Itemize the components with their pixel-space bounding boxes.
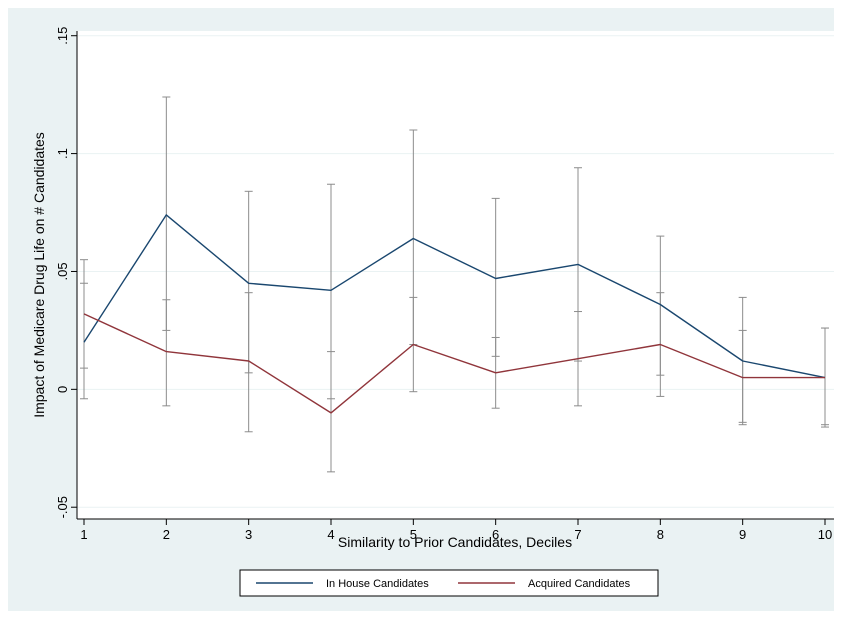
series-line-acquired [83,313,825,414]
x-tick-label: 1 [80,527,87,542]
axes: -.05 0 .05 .1 .15 1 2 3 4 5 6 7 8 9 10 [55,27,834,542]
y-tick-label: 0 [55,386,70,393]
legend-label-in-house: In House Candidates [326,578,429,590]
plot-area [77,31,834,519]
y-axis-title: Impact of Medicare Drug Life on # Candid… [31,132,47,418]
x-tick-label: 6 [492,527,499,542]
x-axis-title: Similarity to Prior Candidates, Deciles [338,534,572,550]
series-line-in-house [83,214,826,379]
x-tick-label: 7 [574,527,581,542]
x-tick-label: 5 [410,527,417,542]
series-lines [83,214,826,414]
x-tick-label: 2 [163,527,170,542]
y-tick-label: -.05 [55,496,70,518]
y-tick-label: .1 [55,148,70,159]
y-tick-label: .15 [55,27,70,45]
y-tick-label: .05 [55,262,70,280]
x-tick-label: 10 [818,527,832,542]
x-tick-label: 4 [327,527,334,542]
gridlines [77,35,834,508]
x-tick-label: 3 [245,527,252,542]
x-tick-label: 8 [657,527,664,542]
x-tick-label: 9 [739,527,746,542]
legend-label-acquired: Acquired Candidates [528,578,631,590]
legend: In House Candidates Acquired Candidates [239,569,659,597]
line-chart: -.05 0 .05 .1 .15 1 2 3 4 5 6 7 8 9 10 Similarity to P… [31,27,834,597]
chart-background: -.05 0 .05 .1 .15 1 2 3 4 5 6 7 8 9 10 Similarity to P… [8,8,834,611]
